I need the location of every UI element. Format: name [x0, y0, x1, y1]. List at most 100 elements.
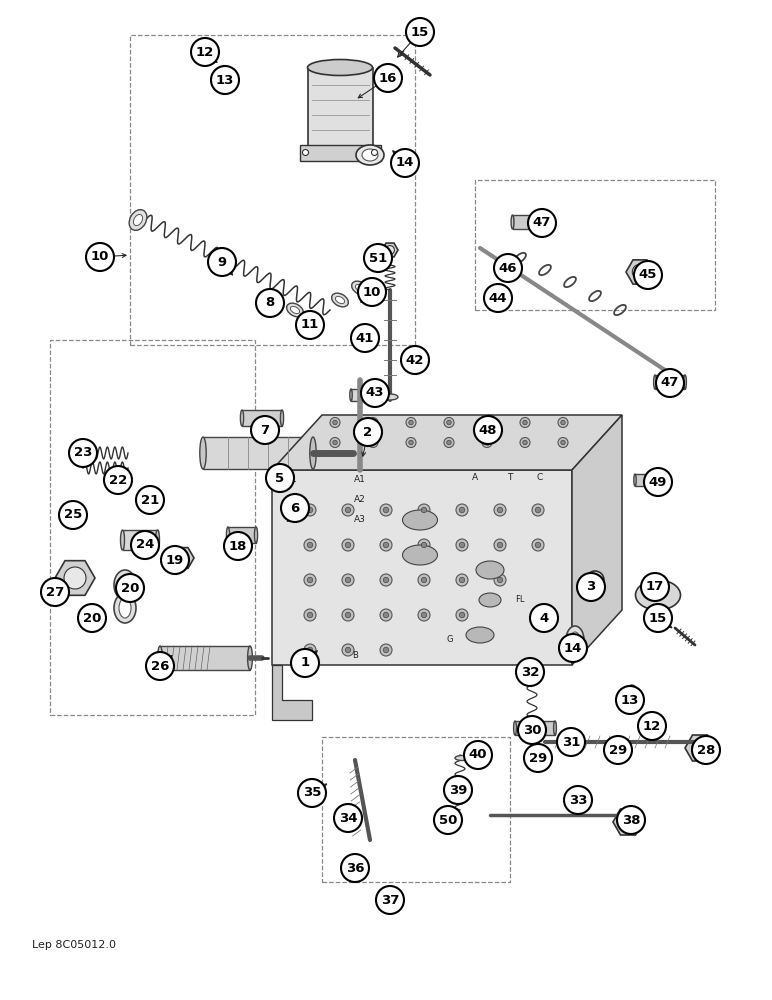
Circle shape: [330, 438, 340, 448]
Bar: [322, 737, 510, 882]
Ellipse shape: [367, 389, 371, 401]
Ellipse shape: [570, 632, 580, 648]
Circle shape: [456, 609, 468, 621]
Circle shape: [303, 149, 309, 155]
Circle shape: [484, 284, 512, 312]
Circle shape: [131, 531, 159, 559]
Circle shape: [520, 418, 530, 428]
Polygon shape: [272, 470, 572, 665]
Circle shape: [78, 604, 106, 632]
Circle shape: [535, 542, 540, 548]
Ellipse shape: [332, 293, 348, 307]
Circle shape: [401, 346, 429, 374]
Ellipse shape: [356, 145, 384, 165]
Text: FL: FL: [515, 595, 525, 604]
Ellipse shape: [352, 281, 368, 295]
Circle shape: [256, 289, 284, 317]
Polygon shape: [613, 809, 643, 835]
Circle shape: [307, 577, 313, 583]
Circle shape: [361, 379, 389, 407]
Text: 39: 39: [449, 784, 467, 796]
Circle shape: [41, 578, 69, 606]
Bar: [228, 527, 256, 543]
Circle shape: [485, 440, 489, 445]
Text: 23: 23: [74, 446, 92, 460]
Bar: [50, 340, 255, 715]
Text: Lep 8C05012.0: Lep 8C05012.0: [32, 940, 116, 950]
Circle shape: [211, 66, 239, 94]
Circle shape: [634, 261, 662, 289]
Circle shape: [459, 612, 465, 618]
Circle shape: [345, 612, 350, 618]
Ellipse shape: [455, 756, 469, 760]
Text: 33: 33: [569, 794, 587, 806]
Ellipse shape: [546, 215, 549, 229]
Text: 37: 37: [381, 894, 399, 906]
Text: 21: 21: [141, 493, 159, 506]
Text: 11: 11: [301, 318, 319, 332]
Circle shape: [459, 542, 465, 548]
Circle shape: [444, 418, 454, 428]
Circle shape: [494, 254, 522, 282]
Ellipse shape: [466, 749, 484, 755]
Circle shape: [345, 577, 350, 583]
Ellipse shape: [402, 545, 438, 565]
Bar: [351, 389, 369, 401]
Circle shape: [69, 439, 97, 467]
Circle shape: [434, 806, 462, 834]
Circle shape: [358, 278, 386, 306]
Circle shape: [136, 486, 164, 514]
Circle shape: [494, 504, 506, 516]
Circle shape: [374, 64, 402, 92]
Ellipse shape: [654, 375, 656, 389]
Text: 20: 20: [120, 582, 139, 594]
Circle shape: [380, 609, 392, 621]
Ellipse shape: [634, 474, 636, 486]
Ellipse shape: [200, 437, 206, 469]
Circle shape: [304, 504, 316, 516]
Circle shape: [345, 507, 350, 513]
Text: 49: 49: [648, 476, 667, 488]
Text: 36: 36: [346, 861, 364, 874]
Circle shape: [447, 440, 452, 445]
Circle shape: [418, 539, 430, 551]
Circle shape: [380, 644, 392, 656]
Bar: [123, 530, 157, 550]
Circle shape: [406, 438, 416, 448]
Text: 16: 16: [379, 72, 397, 85]
Circle shape: [342, 539, 354, 551]
Circle shape: [59, 501, 87, 529]
Circle shape: [384, 507, 388, 513]
Circle shape: [459, 507, 465, 513]
Ellipse shape: [644, 714, 656, 722]
Circle shape: [380, 574, 392, 586]
Circle shape: [482, 418, 492, 428]
Text: 3: 3: [587, 580, 596, 593]
Circle shape: [364, 244, 392, 272]
Ellipse shape: [120, 530, 124, 550]
Text: 22: 22: [109, 474, 127, 487]
Ellipse shape: [566, 626, 584, 654]
Text: A: A: [472, 474, 478, 483]
Circle shape: [291, 649, 319, 677]
Circle shape: [632, 264, 648, 280]
Bar: [307, 68, 373, 152]
Ellipse shape: [355, 284, 364, 292]
Text: 10: 10: [363, 286, 381, 298]
Circle shape: [342, 504, 354, 516]
Circle shape: [384, 542, 388, 548]
Text: 46: 46: [499, 261, 517, 274]
Text: C: C: [537, 474, 543, 483]
Text: 15: 15: [411, 25, 429, 38]
Circle shape: [368, 438, 378, 448]
Circle shape: [422, 542, 427, 548]
Text: 38: 38: [621, 814, 640, 826]
Circle shape: [558, 418, 568, 428]
Circle shape: [644, 604, 672, 632]
Circle shape: [384, 647, 388, 653]
Text: 29: 29: [609, 744, 627, 756]
Circle shape: [444, 438, 454, 448]
Circle shape: [298, 779, 326, 807]
Ellipse shape: [248, 646, 252, 670]
Circle shape: [620, 814, 636, 830]
